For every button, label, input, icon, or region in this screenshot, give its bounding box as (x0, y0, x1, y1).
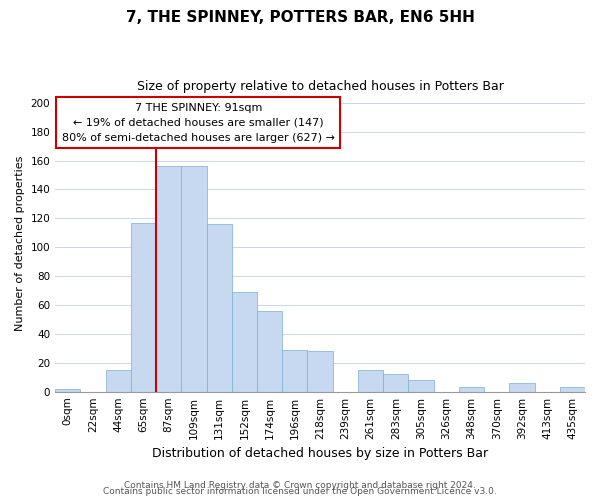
Text: Contains HM Land Registry data © Crown copyright and database right 2024.: Contains HM Land Registry data © Crown c… (124, 481, 476, 490)
Bar (156, 166, 181, 392)
X-axis label: Distribution of detached houses by size in Potters Bar: Distribution of detached houses by size … (152, 447, 488, 460)
Bar (131, 222, 156, 392)
Y-axis label: Number of detached properties: Number of detached properties (15, 156, 25, 332)
Bar (282, 350, 307, 392)
Bar (55, 389, 80, 392)
Bar (358, 370, 383, 392)
Title: Size of property relative to detached houses in Potters Bar: Size of property relative to detached ho… (137, 80, 503, 93)
Bar (409, 380, 434, 392)
Bar (257, 311, 282, 392)
Bar (383, 374, 409, 392)
Bar (181, 166, 206, 392)
Text: 7, THE SPINNEY, POTTERS BAR, EN6 5HH: 7, THE SPINNEY, POTTERS BAR, EN6 5HH (125, 10, 475, 25)
Text: 7 THE SPINNEY: 91sqm
← 19% of detached houses are smaller (147)
80% of semi-deta: 7 THE SPINNEY: 91sqm ← 19% of detached h… (62, 103, 335, 142)
Bar (206, 224, 232, 392)
Bar (232, 292, 257, 392)
Bar (459, 388, 484, 392)
Bar (106, 370, 131, 392)
Bar (307, 351, 332, 392)
Bar (509, 383, 535, 392)
Bar (560, 388, 585, 392)
Text: Contains public sector information licensed under the Open Government Licence v3: Contains public sector information licen… (103, 487, 497, 496)
